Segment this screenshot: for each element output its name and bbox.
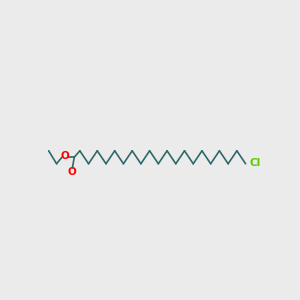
Text: Cl: Cl bbox=[250, 158, 261, 168]
Text: O: O bbox=[61, 151, 69, 161]
Text: O: O bbox=[68, 167, 77, 177]
